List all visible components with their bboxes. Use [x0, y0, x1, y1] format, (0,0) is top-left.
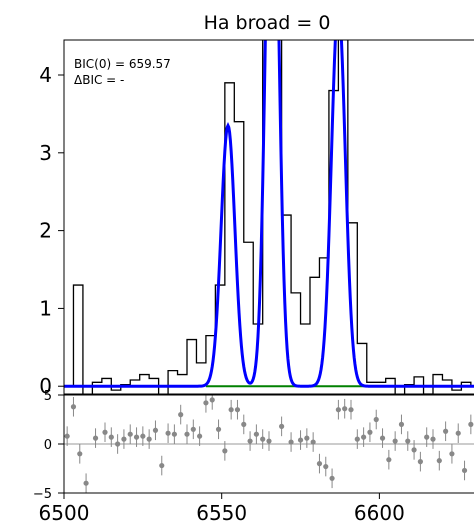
residual-point	[228, 399, 234, 420]
residual-point	[159, 455, 165, 476]
x-tick-label: 6500	[39, 501, 90, 524]
residual-point	[342, 398, 348, 419]
residual-point	[121, 429, 127, 449]
chart-title: Ha broad = 0	[204, 12, 331, 34]
residual-point	[77, 444, 83, 464]
residual-point	[146, 429, 152, 449]
residual-frame	[63, 394, 474, 494]
residual-point	[92, 428, 99, 448]
residual-y-tick-label: 5	[44, 389, 52, 404]
residual-y-tick-label: 0	[44, 438, 52, 453]
residual-point	[209, 395, 215, 410]
residual-point	[253, 424, 259, 444]
delta-bic-annotation: ΔBIC = -	[74, 73, 124, 87]
residual-point	[386, 449, 392, 470]
residual-point	[178, 404, 184, 425]
residual-point	[247, 431, 253, 451]
residual-point	[367, 422, 373, 443]
residual-point	[436, 450, 442, 471]
x-axis: 6500 6550 6600	[39, 493, 405, 524]
residual-point	[127, 424, 133, 444]
residual-point	[323, 456, 329, 477]
residual-point	[361, 427, 367, 447]
residual-point	[405, 431, 411, 451]
residual-panel: 5 0 −5 6500 6550 6600	[33, 389, 474, 524]
y-tick-label: 1	[39, 296, 52, 320]
residual-point	[392, 431, 398, 451]
x-tick-label: 6600	[354, 501, 405, 524]
residual-point	[197, 426, 203, 446]
residual-point	[297, 430, 304, 450]
residual-point	[133, 427, 140, 447]
residual-point	[354, 429, 360, 449]
residual-point	[64, 426, 70, 446]
residual-point	[279, 416, 285, 437]
spectrum-y-axis: 0 1 2 3 4	[39, 63, 64, 398]
residual-point	[260, 429, 266, 449]
residual-point	[316, 453, 323, 474]
residual-point	[266, 431, 272, 451]
residual-point	[329, 468, 335, 489]
residual-point	[215, 419, 222, 440]
residual-point	[165, 423, 171, 444]
residual-point	[461, 460, 468, 481]
residual-point	[373, 409, 379, 430]
residual-point	[222, 441, 228, 461]
y-tick-label: 4	[39, 63, 52, 87]
model-line	[64, 40, 474, 388]
residual-point	[424, 427, 430, 447]
bic-annotation: BIC(0) = 659.57	[74, 57, 171, 71]
x-tick-label: 6550	[196, 501, 247, 524]
residual-point	[203, 395, 209, 413]
residual-point	[335, 399, 341, 420]
residual-point	[152, 420, 159, 441]
y-tick-label: 0	[39, 374, 52, 398]
residual-point	[184, 424, 190, 444]
residual-point	[310, 432, 316, 452]
residual-point	[115, 434, 121, 454]
spectrum-panel: 0 1 2 3 4 BIC(0) = 659.57 ΔBIC = -	[39, 39, 474, 398]
y-tick-label: 3	[39, 141, 52, 165]
residual-point	[379, 428, 386, 448]
residual-point	[102, 422, 108, 443]
residual-points	[64, 395, 474, 493]
y-tick-label: 2	[39, 219, 52, 243]
residual-point	[398, 414, 405, 435]
residual-point	[241, 414, 247, 435]
residual-y-tick-label: −5	[33, 487, 52, 502]
residual-point	[83, 473, 89, 493]
residual-point	[430, 429, 436, 449]
residual-point	[411, 440, 417, 460]
residual-point	[455, 423, 461, 444]
residual-point	[449, 444, 455, 464]
residual-point	[140, 426, 146, 446]
spectrum-frame	[63, 39, 474, 395]
residual-point	[288, 432, 294, 452]
residual-point	[234, 399, 241, 420]
residual-point	[417, 451, 423, 472]
data-step-line	[64, 40, 474, 394]
residual-point	[190, 419, 196, 440]
residual-point	[108, 427, 114, 447]
residual-point	[171, 424, 177, 444]
residual-point	[443, 421, 449, 442]
residual-y-axis: 5 0 −5	[33, 389, 64, 502]
residual-point	[468, 414, 474, 435]
residual-point	[304, 428, 310, 448]
residual-point	[348, 399, 354, 420]
residual-point	[70, 396, 77, 417]
